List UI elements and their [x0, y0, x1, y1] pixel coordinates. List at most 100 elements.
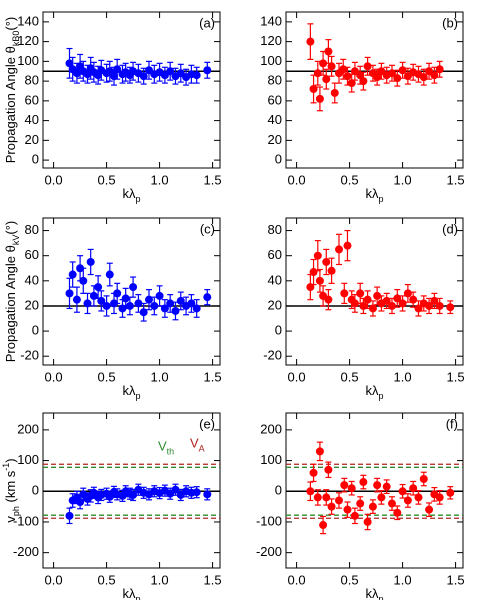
data-point — [110, 72, 119, 81]
data-point — [313, 69, 322, 78]
y-axis-label-part: kB0 — [11, 31, 21, 47]
data-point — [166, 67, 175, 76]
reference-label-part: V — [190, 436, 199, 451]
data-point — [319, 521, 328, 530]
y-tick-label: -200 — [13, 544, 39, 559]
data-point — [419, 73, 428, 82]
data-point — [306, 487, 315, 496]
x-tick-label: 1.0 — [394, 172, 412, 187]
y-tick-label: 20 — [25, 132, 39, 147]
data-point — [203, 66, 212, 75]
data-point — [340, 481, 349, 490]
y-tick-label: 140 — [17, 13, 39, 28]
data-point — [166, 299, 175, 308]
data-point — [129, 490, 138, 499]
x-axis-label: kλp — [122, 186, 140, 204]
x-axis-label-part: kλ — [365, 186, 379, 201]
y-tick-label: 100 — [17, 53, 39, 68]
y-tick-label: 40 — [25, 272, 39, 287]
y-axis-label-part: ) — [3, 458, 18, 462]
panel-label: (c) — [200, 221, 215, 236]
y-tick-label: -100 — [256, 513, 282, 528]
data-point — [324, 47, 333, 56]
panel: 0.0 0.5 1.0 1.5 0 20 40 60 80 100 120 140 kλp (b) — [260, 11, 465, 204]
x-axis-label-part: kλ — [122, 586, 136, 600]
y-axis-label-part: (°) — [3, 17, 18, 31]
data-point — [319, 59, 328, 68]
data-point — [113, 65, 122, 74]
data-point — [83, 299, 92, 308]
y-tick-label: -20 — [20, 348, 39, 363]
y-tick-label: 0 — [275, 152, 282, 167]
y-tick-label: 60 — [25, 247, 39, 262]
data-point — [72, 295, 81, 304]
x-axis-label-part: p — [135, 194, 140, 204]
data-point — [393, 508, 402, 517]
data-point — [393, 74, 402, 83]
data-point — [382, 296, 391, 305]
x-tick-label: 0.0 — [288, 369, 306, 384]
data-point — [110, 299, 119, 308]
data-point — [368, 304, 377, 313]
x-tick-label: 1.5 — [204, 172, 222, 187]
data-point — [350, 511, 359, 520]
data-point — [315, 276, 324, 285]
x-axis-label-part: p — [135, 594, 140, 600]
x-axis-label-part: p — [378, 594, 383, 600]
y-tick-label: 200 — [17, 421, 39, 436]
data-point — [356, 289, 365, 298]
data-point — [327, 266, 336, 275]
data-point — [76, 264, 85, 273]
y-tick-label: 0 — [275, 323, 282, 338]
data-point — [309, 268, 318, 277]
data-point — [387, 499, 396, 508]
data-point — [160, 304, 169, 313]
data-point — [373, 291, 382, 300]
data-point — [446, 488, 455, 497]
data-point — [327, 62, 336, 71]
data-point — [118, 304, 127, 313]
data-point — [382, 482, 391, 491]
x-axis-label-part: p — [378, 194, 383, 204]
data-point — [121, 294, 130, 303]
data-point — [322, 493, 331, 502]
panel: 0.0 0.5 1.0 1.5 0 20 40 60 80 100 120 140 kλp Propaga… — [3, 11, 222, 204]
data-point — [192, 488, 201, 497]
data-point — [368, 502, 377, 511]
plot-frame — [285, 217, 464, 366]
data-point — [171, 306, 180, 315]
x-tick-label: 0.5 — [98, 369, 116, 384]
x-tick-label: 1.5 — [204, 572, 222, 587]
data-point — [94, 283, 103, 292]
data-point — [171, 485, 180, 494]
y-tick-label: 20 — [268, 297, 282, 312]
y-tick-label: 80 — [268, 222, 282, 237]
data-point — [414, 304, 423, 313]
data-point — [72, 69, 81, 78]
data-point — [347, 484, 356, 493]
data-point — [398, 299, 407, 308]
y-axis-label-part: v — [3, 516, 18, 523]
data-point — [86, 257, 95, 266]
data-point — [435, 493, 444, 502]
data-point — [359, 77, 368, 86]
y-axis-label-part: Propagation Angle θ — [3, 46, 18, 163]
x-axis-label-part: p — [135, 391, 140, 401]
data-point — [414, 493, 423, 502]
x-axis-label-part: kλ — [365, 383, 379, 398]
x-axis-label: kλp — [122, 383, 140, 401]
data-point — [425, 505, 434, 514]
x-tick-label: 1.0 — [394, 572, 412, 587]
y-tick-label: 60 — [268, 92, 282, 107]
y-axis-label: vph (km s-1) — [1, 458, 21, 522]
x-axis-label-part: kλ — [365, 586, 379, 600]
x-tick-label: 1.0 — [151, 369, 169, 384]
reference-label-part: th — [167, 447, 175, 457]
y-tick-label: 140 — [260, 13, 282, 28]
data-point — [139, 72, 148, 81]
x-tick-label: 1.0 — [151, 172, 169, 187]
reference-label: VA — [190, 436, 205, 454]
y-axis-label: Propagation Angle θkB0(°) — [3, 17, 21, 163]
data-point — [313, 493, 322, 502]
